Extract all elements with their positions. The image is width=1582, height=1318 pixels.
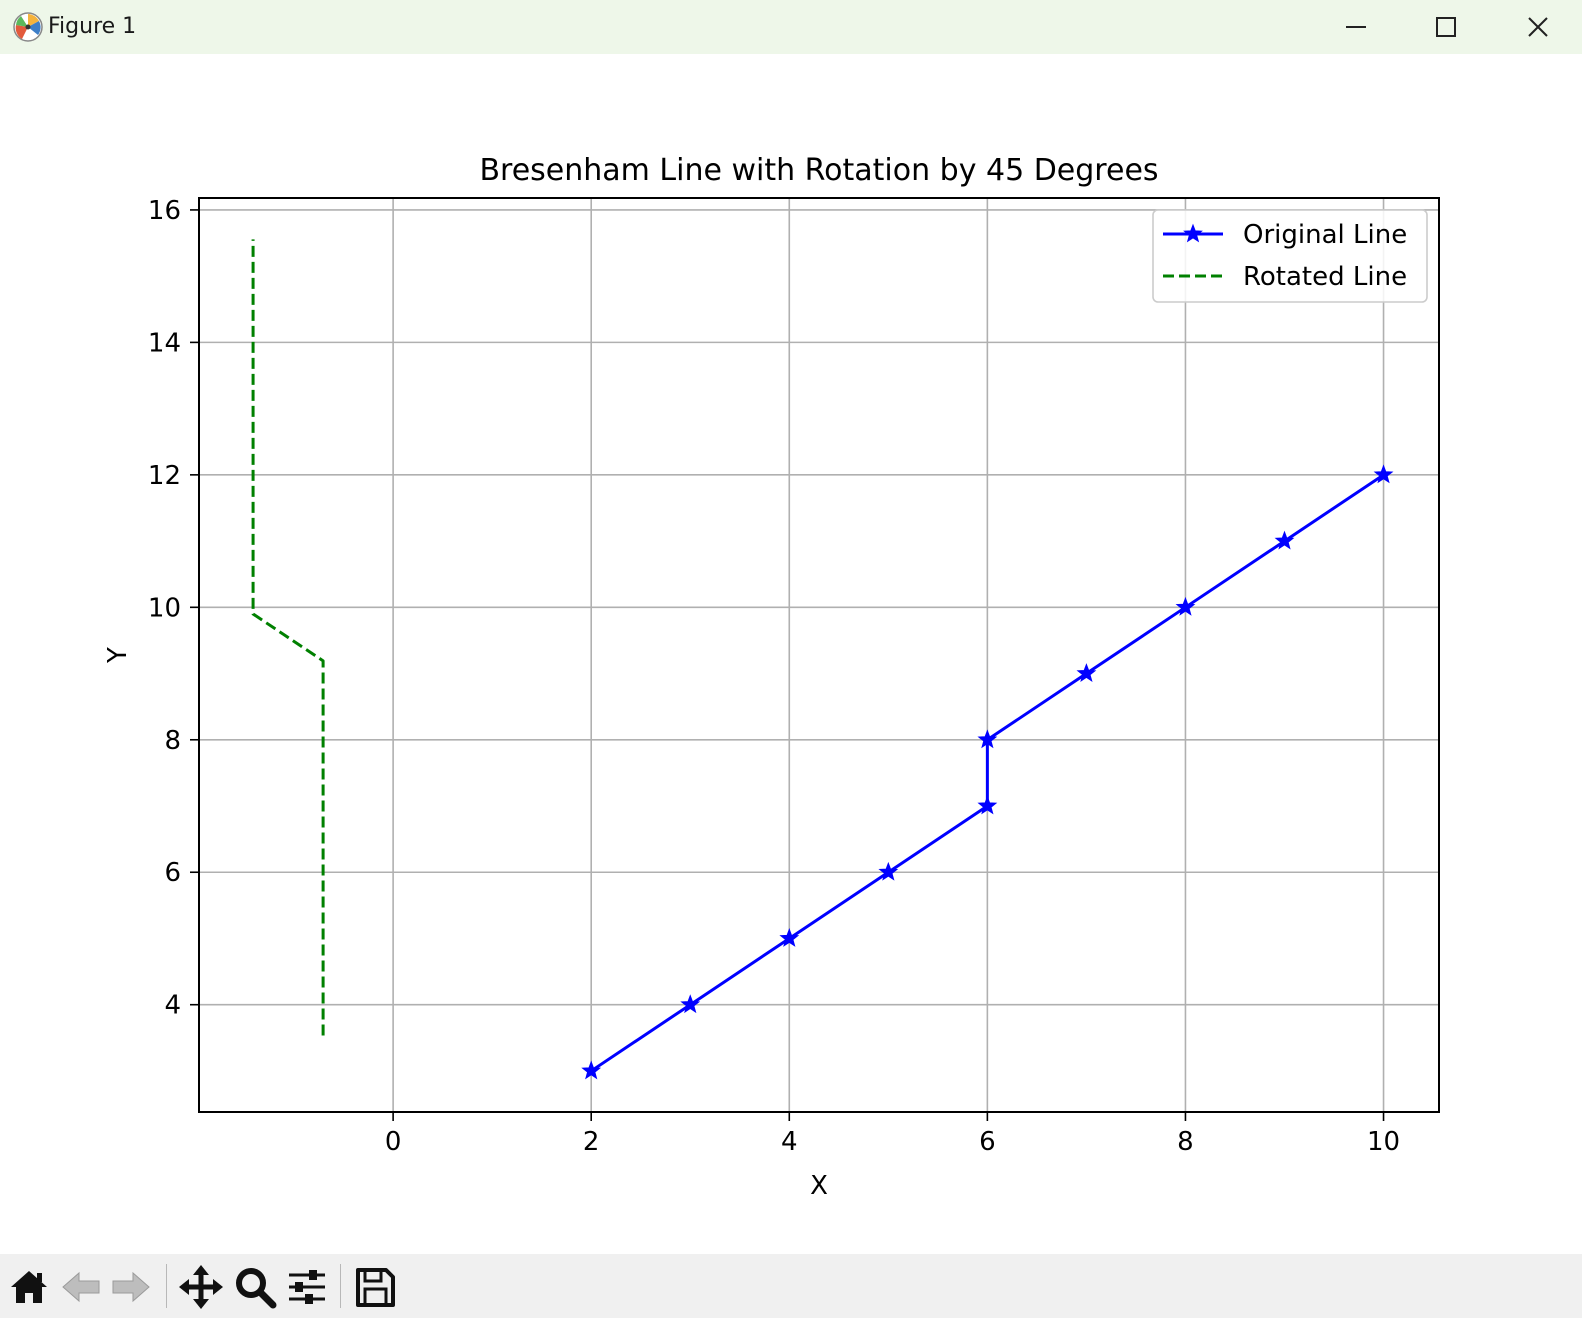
maximize-icon <box>1436 17 1456 37</box>
toolbar-separator <box>340 1264 341 1308</box>
back-arrow-icon <box>62 1271 100 1303</box>
x-axis-label: X <box>810 1171 828 1201</box>
legend-label-1: Rotated Line <box>1243 262 1407 292</box>
back-button[interactable] <box>56 1262 106 1312</box>
data-point-marker <box>1076 663 1097 682</box>
x-tick-label: 4 <box>781 1127 798 1157</box>
y-tick-label: 12 <box>148 461 181 491</box>
home-icon <box>11 1271 47 1303</box>
x-tick-label: 2 <box>583 1127 600 1157</box>
data-point-marker <box>977 729 998 749</box>
series-line-1 <box>251 239 325 1036</box>
minimize-button[interactable] <box>1316 0 1396 54</box>
x-tick-label: 10 <box>1367 1127 1400 1157</box>
series-line-0 <box>590 473 1385 1073</box>
y-tick-label: 14 <box>148 328 181 358</box>
y-tick-label: 16 <box>148 196 181 226</box>
data-point-marker <box>977 795 998 815</box>
data-point-marker <box>680 994 701 1014</box>
pan-move-icon <box>179 1265 223 1309</box>
toolbar-separator <box>166 1264 167 1308</box>
chart-title: Bresenham Line with Rotation by 45 Degre… <box>479 153 1158 188</box>
data-point-marker <box>1274 530 1295 550</box>
matplotlib-logo-icon <box>13 12 43 42</box>
data-point-marker <box>581 1060 602 1080</box>
x-tick-label: 6 <box>979 1127 996 1157</box>
data-point-marker <box>1373 464 1394 484</box>
legend-label-0: Original Line <box>1243 220 1407 250</box>
x-tick-label: 8 <box>1177 1127 1194 1157</box>
window-titlebar: Figure 1 <box>0 0 1582 54</box>
configure-subplots-icon <box>289 1270 325 1304</box>
minimize-icon <box>1346 26 1366 28</box>
save-button[interactable] <box>350 1262 400 1312</box>
data-point-marker <box>878 861 899 881</box>
legend-marker-0 <box>1183 223 1203 243</box>
navigation-toolbar <box>0 1254 1582 1318</box>
y-tick-label: 8 <box>164 726 181 756</box>
chart-plot[interactable]: 0 2 4 6 8 10 4 6 8 10 12 14 16 Bresenham Line with Ro… <box>0 54 1582 1254</box>
forward-arrow-icon <box>112 1271 150 1303</box>
y-tick-label: 4 <box>164 991 181 1021</box>
data-point-marker <box>779 928 800 947</box>
home-button[interactable] <box>4 1262 54 1312</box>
zoom-button[interactable] <box>230 1262 280 1312</box>
save-floppy-icon <box>356 1268 395 1307</box>
y-tick-label: 10 <box>148 593 181 623</box>
plot-area <box>199 198 1439 1112</box>
pan-button[interactable] <box>176 1262 226 1312</box>
close-icon <box>1528 17 1548 37</box>
maximize-button[interactable] <box>1406 0 1486 54</box>
axes-frame <box>198 197 1440 1113</box>
configure-subplots-button[interactable] <box>282 1262 332 1312</box>
y-tick-label: 6 <box>164 858 181 888</box>
forward-button[interactable] <box>106 1262 156 1312</box>
figure-canvas[interactable]: 0 2 4 6 8 10 4 6 8 10 12 14 16 Bresenham Line with Ro… <box>0 54 1582 1254</box>
y-axis-label: Y <box>103 647 133 664</box>
window-title: Figure 1 <box>48 14 137 39</box>
close-button[interactable] <box>1498 0 1578 54</box>
x-tick-label: 0 <box>385 1127 402 1157</box>
zoom-magnifier-icon <box>236 1268 277 1309</box>
data-point-marker <box>1175 596 1196 616</box>
